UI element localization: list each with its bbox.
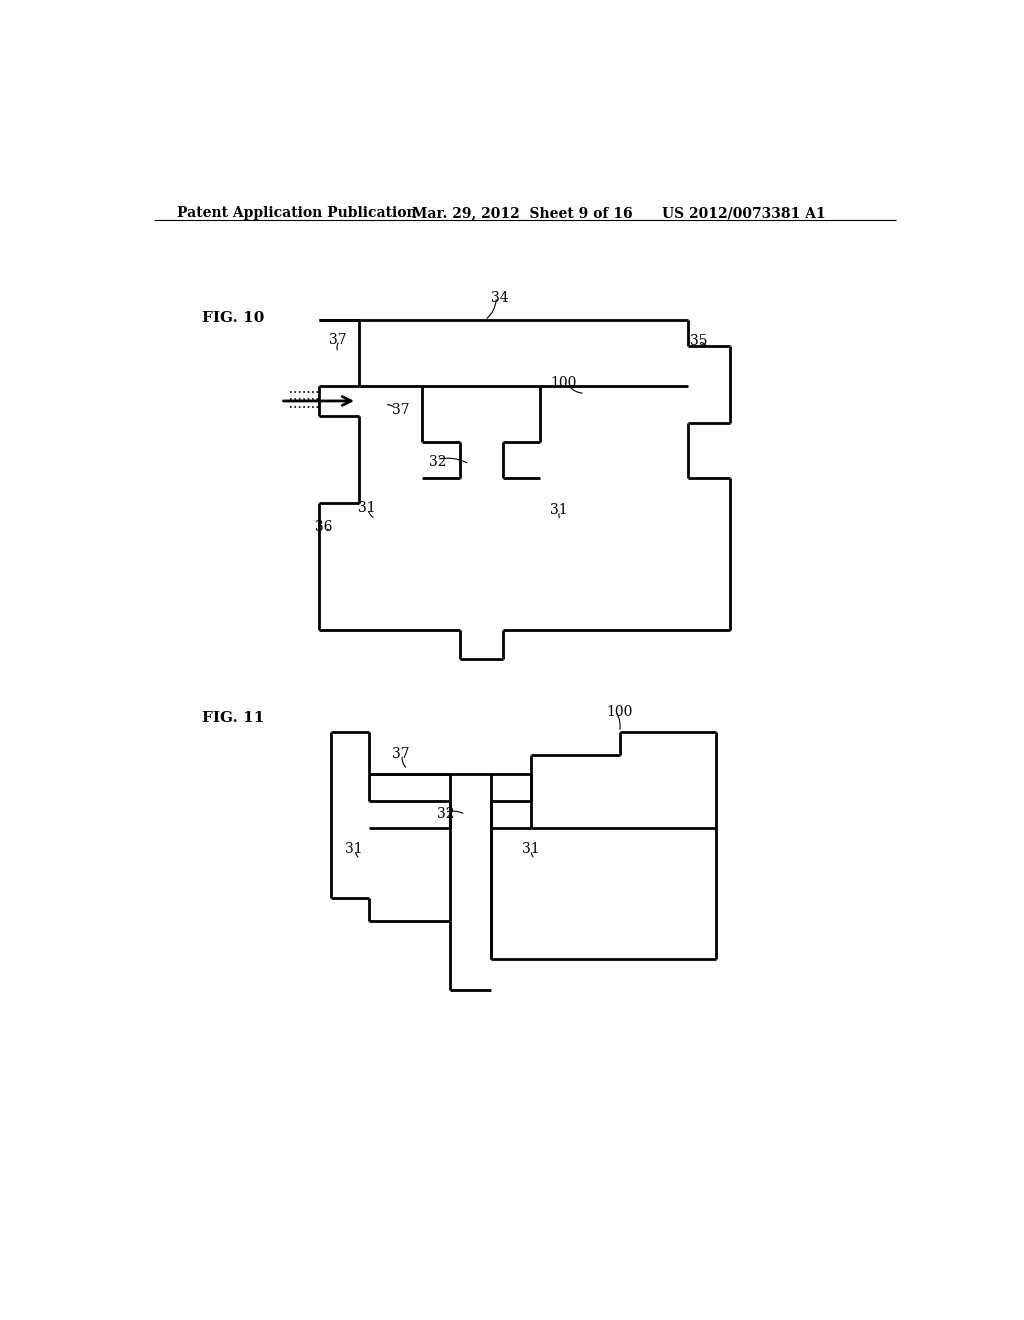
- Text: 31: 31: [345, 842, 362, 857]
- Text: 36: 36: [315, 520, 333, 535]
- Text: 37: 37: [392, 404, 410, 417]
- Text: 31: 31: [358, 502, 376, 515]
- Text: FIG. 11: FIG. 11: [202, 711, 264, 725]
- Text: Mar. 29, 2012  Sheet 9 of 16: Mar. 29, 2012 Sheet 9 of 16: [412, 206, 632, 220]
- Text: 31: 31: [550, 503, 568, 517]
- Text: 37: 37: [330, 333, 347, 347]
- Text: 35: 35: [689, 334, 708, 348]
- Text: US 2012/0073381 A1: US 2012/0073381 A1: [662, 206, 825, 220]
- Text: 32: 32: [437, 807, 455, 821]
- Text: 37: 37: [392, 747, 410, 760]
- Text: 100: 100: [606, 705, 633, 719]
- Text: 32: 32: [429, 455, 446, 469]
- Text: 34: 34: [490, 290, 509, 305]
- Text: Patent Application Publication: Patent Application Publication: [177, 206, 417, 220]
- Text: FIG. 10: FIG. 10: [202, 312, 264, 325]
- Text: 100: 100: [550, 376, 577, 389]
- Text: 31: 31: [521, 842, 540, 857]
